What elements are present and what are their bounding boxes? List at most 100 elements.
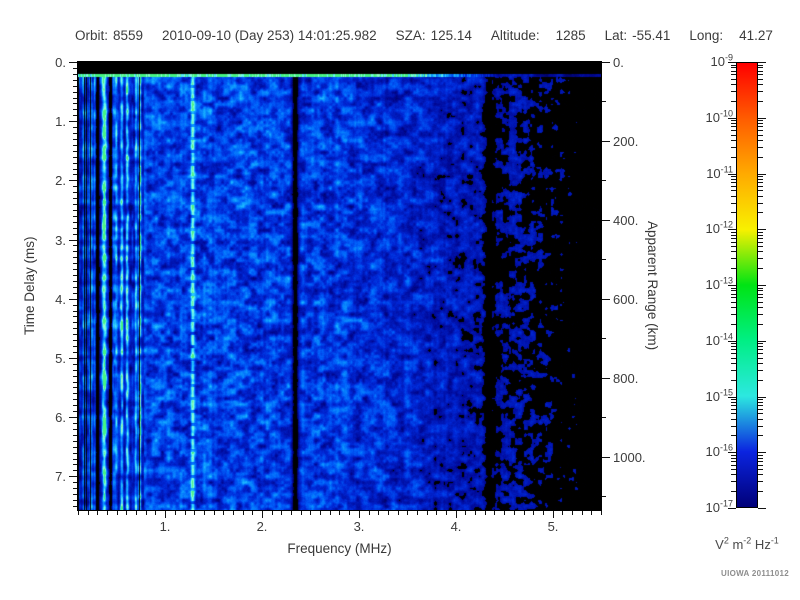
axis-tick <box>73 322 77 323</box>
colorbar-tick <box>731 67 736 68</box>
axis-tick <box>88 511 89 515</box>
axis-tick <box>73 352 77 353</box>
y-right-tick-label: 800. <box>613 371 639 386</box>
colorbar-tick <box>758 123 763 124</box>
colorbar-tick <box>731 101 736 102</box>
axis-tick <box>602 338 606 339</box>
colorbar-tick <box>758 268 763 269</box>
axis-tick <box>73 453 77 454</box>
colorbar-tick <box>758 258 763 259</box>
header-field-value: 125.14 <box>430 28 472 43</box>
colorbar-tick <box>758 176 763 177</box>
header-field-value: 41.27 <box>739 28 773 43</box>
axis-tick <box>243 511 244 515</box>
axis-tick <box>475 511 476 515</box>
colorbar-tick <box>758 251 763 252</box>
colorbar-tick <box>758 363 763 364</box>
header-field: Orbit: 8559 <box>75 28 143 43</box>
colorbar-tick-label: 10-17 <box>705 498 733 515</box>
axis-tick <box>533 511 534 515</box>
axis-tick <box>214 511 215 515</box>
axis-tick <box>69 240 77 241</box>
axis-tick <box>485 511 486 515</box>
colorbar-tick <box>731 288 736 289</box>
colorbar-tick <box>758 399 763 400</box>
colorbar-tick <box>728 285 736 286</box>
colorbar-tick <box>731 130 736 131</box>
axis-tick <box>272 511 273 515</box>
axis-tick <box>73 405 77 406</box>
colorbar-tick <box>758 380 763 381</box>
axis-tick <box>73 429 77 430</box>
axis-tick <box>73 464 77 465</box>
header-field-value: 8559 <box>113 28 144 43</box>
axis-tick <box>310 511 311 515</box>
axis-tick <box>69 417 77 418</box>
axis-tick <box>602 259 606 260</box>
header-field: Lat: -55.41 <box>605 28 671 43</box>
axis-tick <box>73 210 77 211</box>
colorbar-tick <box>758 140 763 141</box>
axis-tick <box>339 511 340 515</box>
colorbar-tick <box>731 182 736 183</box>
axis-tick <box>73 103 77 104</box>
colorbar-tick <box>731 419 736 420</box>
axis-tick <box>146 511 147 515</box>
colorbar-tick <box>758 79 763 80</box>
axis-tick <box>73 269 77 270</box>
colorbar-tick <box>731 120 736 121</box>
colorbar-tick <box>731 147 736 148</box>
axis-tick <box>465 511 466 515</box>
colorbar-tick <box>758 135 763 136</box>
colorbar-tick <box>731 258 736 259</box>
axis-tick <box>301 511 302 515</box>
colorbar-tick <box>731 203 736 204</box>
axis-tick <box>602 299 610 300</box>
axis-tick <box>369 511 370 515</box>
colorbar-tick <box>728 118 736 119</box>
colorbar-tick <box>731 324 736 325</box>
axis-tick <box>223 511 224 515</box>
colorbar-tick <box>758 118 766 119</box>
colorbar-tick <box>758 65 763 66</box>
axis-tick <box>417 511 418 515</box>
y-right-tick-label: 600. <box>613 292 639 307</box>
y-right-tick-label: 200. <box>613 134 639 149</box>
colorbar-tick-label: 10-15 <box>705 387 733 404</box>
colorbar-tick <box>758 481 763 482</box>
axis-tick <box>73 115 77 116</box>
axis-tick <box>602 496 606 497</box>
colorbar-tick <box>731 196 736 197</box>
colorbar-tick <box>758 67 763 68</box>
colorbar-tick <box>731 426 736 427</box>
axis-tick <box>73 287 77 288</box>
axis-tick <box>436 511 437 515</box>
axis-tick <box>602 417 606 418</box>
colorbar-tick <box>758 182 763 183</box>
x-tick-label: 3. <box>353 519 365 534</box>
colorbar-tick <box>731 232 736 233</box>
colorbar-tick <box>758 186 763 187</box>
colorbar-tick <box>758 229 766 230</box>
axis-tick <box>494 511 495 515</box>
colorbar-tick <box>758 196 763 197</box>
axis-tick <box>378 511 379 515</box>
axis-tick <box>136 511 137 515</box>
axis-tick <box>73 204 77 205</box>
axis-tick <box>73 68 77 69</box>
axis-tick <box>73 447 77 448</box>
axis-tick <box>73 488 77 489</box>
axis-tick <box>524 511 525 515</box>
right-axis-title: Apparent Range (km) <box>645 221 660 351</box>
axis-tick <box>582 511 583 515</box>
colorbar-tick <box>758 397 766 398</box>
header-field-label: Altitude: <box>490 28 540 43</box>
axis-tick <box>73 133 77 134</box>
axis-tick <box>73 494 77 495</box>
axis-tick <box>73 411 77 412</box>
header-field-value: 2010-09-10 (Day 253) 14:01:25.982 <box>162 28 377 43</box>
colorbar-tick <box>731 346 736 347</box>
colorbar-tick <box>758 246 763 247</box>
colorbar-tick <box>728 341 736 342</box>
y-left-tick-label: 7. <box>55 469 66 484</box>
